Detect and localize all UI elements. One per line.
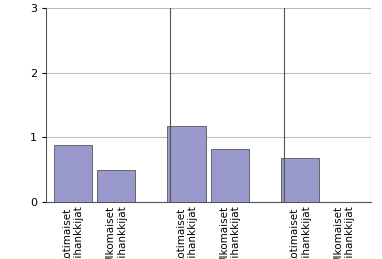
Bar [167, 126, 206, 202]
Bar [281, 158, 319, 202]
Bar [211, 149, 249, 202]
Bar [53, 145, 92, 202]
Bar [97, 170, 135, 202]
